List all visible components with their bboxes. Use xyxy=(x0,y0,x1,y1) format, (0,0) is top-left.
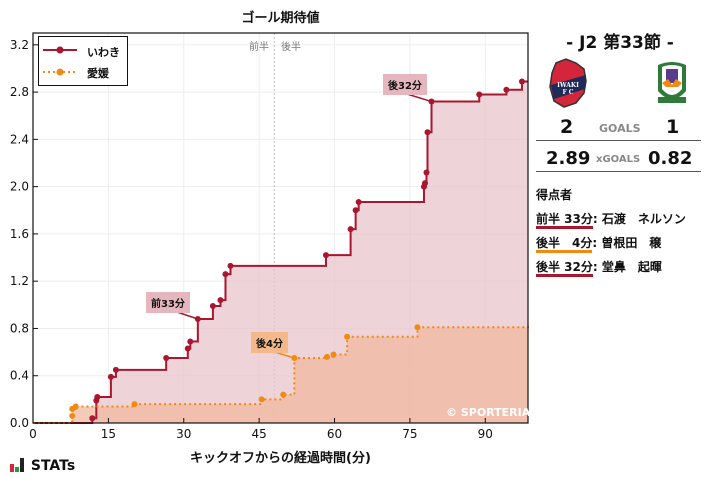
separator: : xyxy=(592,260,598,274)
first-half-label: 前半 xyxy=(249,42,269,53)
x-axis-label: キックオフからの経過時間(分) xyxy=(190,451,371,466)
solid-line-marker-icon xyxy=(43,46,77,54)
legend-item-ehime: 愛媛 xyxy=(39,64,127,80)
xg-label: xGOALS xyxy=(596,154,641,165)
svg-text:45: 45 xyxy=(252,427,267,441)
scorer-row: 後半 32分: 堂鼻 起暉 xyxy=(536,258,662,277)
scorer-row: 後半 4分: 曽根田 穣 xyxy=(536,234,662,253)
svg-text:2.0: 2.0 xyxy=(10,180,29,194)
legend-label: いわき xyxy=(87,46,120,59)
goal-time: 後半 4分 xyxy=(536,236,593,253)
goals-label: GOALS xyxy=(599,122,641,135)
xgoals-row: 2.89 xGOALS 0.82 xyxy=(536,147,701,172)
chart-title: ゴール期待値 xyxy=(241,11,320,26)
scorers-title: 得点者 xyxy=(536,188,573,202)
annotation-goal-2: 後4分 xyxy=(251,332,288,353)
svg-text:F C: F C xyxy=(562,89,573,96)
separator: : xyxy=(592,236,598,250)
svg-text:0.8: 0.8 xyxy=(10,321,29,335)
legend-item-iwaki: いわき xyxy=(39,43,127,59)
legend-label: 愛媛 xyxy=(87,67,109,80)
svg-text:0.0: 0.0 xyxy=(10,416,29,430)
svg-text:15: 15 xyxy=(101,427,116,441)
svg-text:90: 90 xyxy=(478,427,493,441)
scorer-name: 堂鼻 起暉 xyxy=(597,260,662,274)
svg-text:2.8: 2.8 xyxy=(10,85,29,99)
dotted-line-marker-icon xyxy=(43,68,77,76)
annotation-goal-3: 後32分 xyxy=(383,74,427,95)
second-half-label: 後半 xyxy=(281,42,301,53)
goal-time: 前半 33分 xyxy=(536,212,593,229)
goal-time: 後半 32分 xyxy=(536,260,593,277)
scorer-name: 石渡 ネルソン xyxy=(597,212,686,226)
series-fills xyxy=(33,81,528,424)
separator: : xyxy=(592,212,598,226)
away-xg: 0.82 xyxy=(648,148,693,169)
svg-text:2.4: 2.4 xyxy=(10,132,29,146)
round-title: - J2 第33節 - xyxy=(566,33,674,53)
svg-text:0: 0 xyxy=(29,427,37,441)
home-xg: 2.89 xyxy=(546,148,591,169)
svg-text:1.6: 1.6 xyxy=(10,227,29,241)
chart-axes: 0 15 30 45 60 75 90 0.0 0.4 0.8 1.2 1.6 2.0 2.4 2.8 3.2 xyxy=(10,32,529,441)
ehime-fc-crest-icon xyxy=(650,57,694,109)
goals-row: 2 GOALS 1 xyxy=(536,116,701,141)
series-lines xyxy=(33,78,529,424)
svg-text:60: 60 xyxy=(327,427,342,441)
scorer-name: 曽根田 穣 xyxy=(597,236,662,250)
bar-chart-logo-icon xyxy=(10,458,24,472)
annotation-goal-1: 前33分 xyxy=(146,292,190,313)
scorer-row: 前半 33分: 石渡 ネルソン xyxy=(536,210,686,229)
home-goals: 2 xyxy=(560,116,574,138)
chart-legend: いわき 愛媛 xyxy=(38,36,128,86)
svg-text:3.2: 3.2 xyxy=(10,38,29,52)
svg-text:IWAKI: IWAKI xyxy=(557,82,579,89)
svg-text:30: 30 xyxy=(176,427,191,441)
svg-text:75: 75 xyxy=(402,427,417,441)
stats-brand: STATs xyxy=(10,458,75,474)
watermark: © SPORTERIA xyxy=(446,406,531,419)
svg-text:1.2: 1.2 xyxy=(10,274,29,288)
brand-name: STATs xyxy=(30,458,76,474)
iwaki-fc-crest-icon: IWAKI F C xyxy=(546,57,590,109)
away-goals: 1 xyxy=(666,116,680,138)
svg-text:0.4: 0.4 xyxy=(10,369,29,383)
